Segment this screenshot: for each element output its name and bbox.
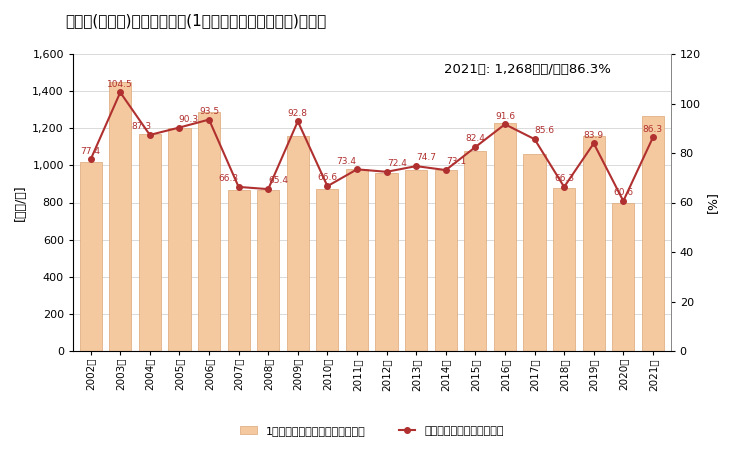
- Text: 72.4: 72.4: [387, 159, 407, 168]
- Bar: [139, 134, 161, 351]
- Bar: [523, 154, 545, 351]
- Text: 66.6: 66.6: [317, 173, 338, 182]
- Bar: [405, 170, 427, 351]
- Bar: [168, 128, 190, 351]
- Text: 77.4: 77.4: [81, 147, 101, 156]
- Bar: [434, 170, 457, 351]
- Text: 73.1: 73.1: [446, 158, 466, 166]
- Text: 65.4: 65.4: [268, 176, 289, 185]
- Bar: [464, 150, 486, 351]
- Text: 104.5: 104.5: [107, 80, 133, 89]
- Text: 66.3: 66.3: [554, 174, 574, 183]
- Text: 83.9: 83.9: [584, 130, 604, 140]
- Y-axis label: [万円/人]: [万円/人]: [14, 184, 27, 221]
- Legend: 1人当たり粗付加価値額（左軸）, 対全国比（右軸）（右軸）: 1人当たり粗付加価値額（左軸）, 対全国比（右軸）（右軸）: [235, 422, 508, 441]
- Bar: [582, 136, 605, 351]
- Text: 73.4: 73.4: [337, 157, 356, 166]
- Text: 86.3: 86.3: [643, 125, 663, 134]
- Text: 85.6: 85.6: [535, 126, 555, 135]
- Bar: [375, 173, 398, 351]
- Bar: [642, 116, 664, 351]
- Bar: [109, 82, 131, 351]
- Text: 久山町(福岡県)の労働生産性(1人当たり粗付加価値額)の推移: 久山町(福岡県)の労働生産性(1人当たり粗付加価値額)の推移: [66, 14, 327, 28]
- Bar: [286, 136, 309, 351]
- Text: 66.3: 66.3: [218, 174, 238, 183]
- Text: 60.6: 60.6: [613, 188, 634, 197]
- Text: 92.8: 92.8: [288, 108, 308, 117]
- Text: 93.5: 93.5: [199, 107, 219, 116]
- Text: 2021年: 1,268万円/人，86.3%: 2021年: 1,268万円/人，86.3%: [443, 63, 610, 76]
- Text: 87.3: 87.3: [131, 122, 151, 131]
- Text: 82.4: 82.4: [465, 135, 486, 144]
- Bar: [494, 123, 516, 351]
- Text: 74.7: 74.7: [416, 153, 437, 162]
- Bar: [612, 202, 634, 351]
- Bar: [257, 189, 279, 351]
- Bar: [198, 112, 220, 351]
- Text: 90.3: 90.3: [179, 115, 198, 124]
- Y-axis label: [%]: [%]: [706, 192, 720, 213]
- Bar: [316, 189, 338, 351]
- Bar: [346, 169, 368, 351]
- Bar: [553, 188, 575, 351]
- Bar: [79, 162, 102, 351]
- Text: 91.6: 91.6: [495, 112, 515, 121]
- Bar: [227, 189, 250, 351]
